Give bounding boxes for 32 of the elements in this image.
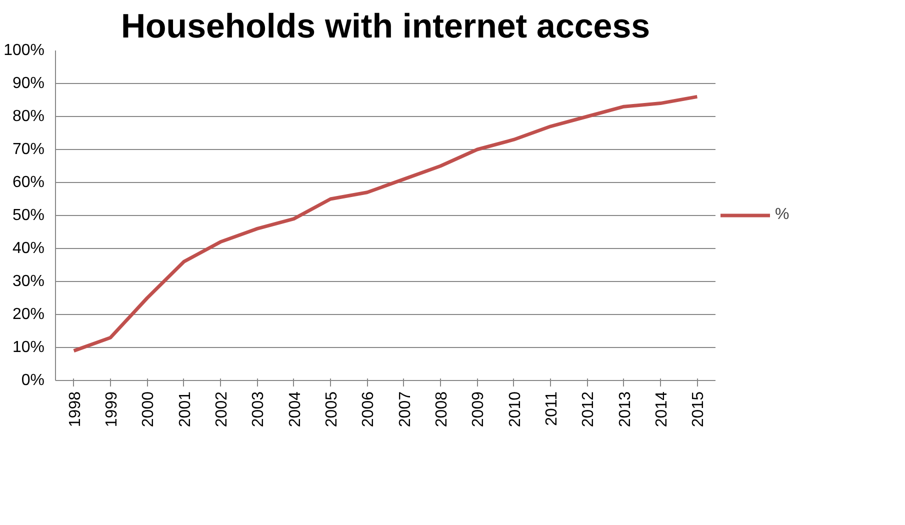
y-tick-label: 20% bbox=[12, 306, 45, 323]
x-tick-label: 2012 bbox=[580, 391, 598, 428]
x-tick-label: 2005 bbox=[324, 391, 340, 428]
x-tick-label: 2008 bbox=[434, 391, 450, 428]
line-series bbox=[72, 94, 699, 353]
y-tick-label: 100% bbox=[4, 42, 44, 59]
y-tick-label: 0% bbox=[21, 372, 44, 389]
x-tick-label: 2010 bbox=[506, 391, 524, 428]
x-tick-label: 2004 bbox=[286, 391, 304, 428]
x-tick-label: 2009 bbox=[470, 391, 488, 428]
x-tick-label: 2003 bbox=[250, 391, 268, 428]
y-tick-label: 10% bbox=[12, 339, 45, 356]
chart-title: Households with internet access bbox=[120, 8, 650, 46]
x-tick-label: 2015 bbox=[690, 391, 708, 428]
y-tick-label: 30% bbox=[12, 273, 45, 290]
y-tick-label: 80% bbox=[12, 108, 45, 125]
y-tick-label: 70% bbox=[12, 141, 45, 158]
x-tick-label: 2002 bbox=[214, 391, 230, 428]
x-tick-label: 2013 bbox=[616, 391, 634, 428]
y-tick-label: 40% bbox=[12, 240, 45, 257]
y-tick-label: 90% bbox=[12, 75, 45, 92]
x-tick-label: 2011 bbox=[544, 391, 560, 426]
x-tick-label: 2014 bbox=[654, 391, 670, 428]
x-tick-label: 2001 bbox=[176, 391, 194, 428]
x-tick-label: 2006 bbox=[360, 391, 378, 428]
x-tick-label: 1998 bbox=[66, 391, 84, 428]
legend-label: % bbox=[775, 206, 790, 224]
x-tick-label: 1999 bbox=[104, 391, 120, 428]
y-tick-label: 50% bbox=[12, 207, 45, 224]
y-tick-label: 60% bbox=[12, 174, 45, 191]
x-tick-label: 2000 bbox=[140, 391, 158, 428]
x-tick-label: 2007 bbox=[396, 391, 414, 428]
